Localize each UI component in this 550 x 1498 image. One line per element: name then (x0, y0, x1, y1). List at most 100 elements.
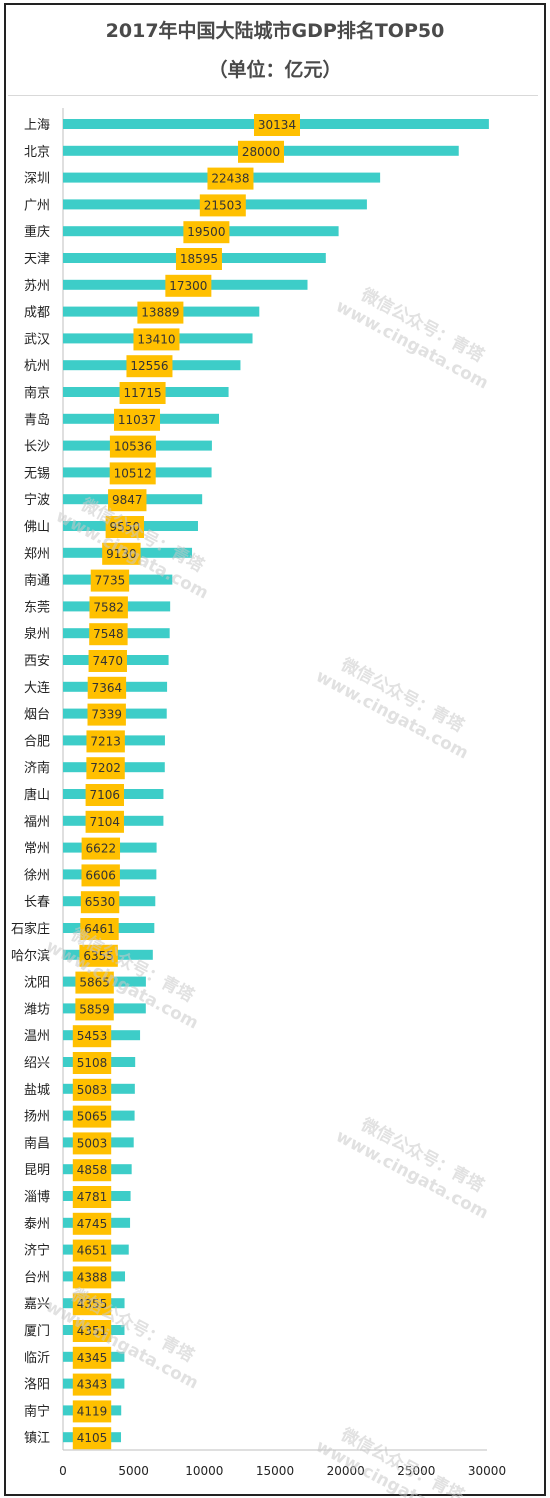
data-label: 7582 (93, 600, 124, 614)
data-label: 4858 (77, 1163, 108, 1177)
category-label: 烟台 (24, 708, 50, 723)
data-label: 7106 (90, 788, 121, 802)
data-label-background (87, 676, 127, 699)
data-label-background (86, 730, 125, 753)
data-label: 7339 (91, 708, 122, 722)
data-label-background (81, 864, 120, 887)
category-label: 沈阳 (24, 976, 50, 991)
data-label: 5453 (77, 1029, 108, 1043)
category-label: 大连 (24, 680, 50, 696)
data-label: 13410 (137, 332, 175, 346)
data-label-background (89, 623, 128, 646)
data-label: 19500 (187, 225, 225, 239)
data-label: 6606 (85, 868, 116, 882)
category-label: 杭州 (24, 359, 50, 374)
x-tick-label: 15000 (256, 1464, 294, 1478)
data-label-background (72, 1159, 112, 1182)
data-label: 6530 (85, 895, 116, 909)
category-label: 潍坊 (24, 1002, 50, 1017)
data-label-background (199, 194, 246, 217)
data-label-background (119, 382, 166, 404)
data-label: 4745 (77, 1217, 108, 1231)
data-label: 9847 (112, 493, 143, 507)
data-label-background (89, 596, 128, 619)
data-label-background (102, 542, 141, 565)
data-label: 10512 (114, 466, 152, 480)
data-label: 30134 (258, 118, 296, 132)
category-label: 北京 (24, 145, 50, 160)
category-label: 哈尔滨 (11, 948, 50, 964)
title-separator (8, 95, 538, 96)
category-label: 徐州 (24, 868, 50, 883)
data-label: 11037 (118, 413, 156, 427)
x-tick-label: 0 (59, 1464, 67, 1478)
category-label: 西安 (24, 654, 50, 669)
category-label: 南通 (24, 573, 50, 589)
data-label: 4781 (77, 1190, 108, 1204)
data-label: 9130 (106, 547, 137, 561)
data-label-background (72, 1132, 112, 1155)
category-label: 唐山 (24, 787, 50, 803)
data-label: 4105 (77, 1431, 108, 1445)
data-label-background (72, 1239, 112, 1262)
category-label: 台州 (24, 1270, 50, 1285)
data-label: 18595 (180, 252, 218, 266)
data-label-background (79, 944, 118, 967)
data-label: 12556 (130, 359, 168, 373)
category-label: 宁波 (24, 492, 50, 508)
data-label-background (72, 1400, 112, 1423)
category-label: 泰州 (24, 1217, 50, 1232)
category-label: 泉州 (24, 626, 50, 642)
x-tick-label: 20000 (327, 1464, 365, 1478)
data-label: 7202 (90, 761, 121, 775)
data-label: 4651 (77, 1244, 108, 1258)
data-label-background (126, 355, 173, 378)
data-label: 13889 (141, 306, 179, 320)
data-label: 4345 (77, 1351, 108, 1365)
data-label: 10536 (114, 440, 152, 454)
data-label: 5003 (77, 1136, 108, 1150)
data-label-background (75, 998, 114, 1021)
x-tick-label: 25000 (397, 1464, 435, 1478)
data-label-background (207, 167, 254, 190)
data-label-background (254, 114, 300, 136)
data-label: 4355 (77, 1297, 108, 1311)
data-label: 7548 (93, 627, 124, 641)
category-label: 扬州 (24, 1110, 50, 1125)
data-label: 28000 (242, 145, 280, 159)
data-label-background (72, 1293, 112, 1316)
category-label: 武汉 (24, 332, 50, 347)
data-label: 9550 (110, 520, 141, 534)
data-label-background (75, 971, 114, 994)
category-label: 厦门 (24, 1324, 50, 1339)
data-label: 21503 (204, 198, 242, 212)
data-label: 22438 (211, 172, 249, 186)
data-label-background (108, 489, 147, 512)
data-label-background (137, 301, 184, 324)
data-label-background (109, 462, 156, 485)
category-label: 常州 (24, 842, 50, 857)
data-label-background (72, 1373, 112, 1396)
data-label: 4343 (77, 1378, 108, 1392)
category-label: 洛阳 (24, 1378, 50, 1393)
data-label-background (80, 918, 119, 940)
chart-subtitle: （单位：亿元） (208, 59, 342, 81)
data-label-background (133, 328, 180, 351)
category-label: 济宁 (24, 1243, 50, 1259)
data-label-background (72, 1427, 112, 1450)
data-label-background (90, 569, 130, 592)
category-label: 南宁 (24, 1403, 50, 1419)
category-label: 合肥 (24, 734, 50, 749)
data-label: 7104 (90, 815, 121, 829)
data-label: 6461 (84, 922, 115, 936)
data-label: 6622 (86, 842, 117, 856)
data-label: 7213 (90, 734, 121, 748)
data-label-background (86, 757, 125, 780)
data-label-background (88, 650, 127, 672)
data-label-background (72, 1266, 112, 1289)
data-label: 6355 (83, 949, 114, 963)
